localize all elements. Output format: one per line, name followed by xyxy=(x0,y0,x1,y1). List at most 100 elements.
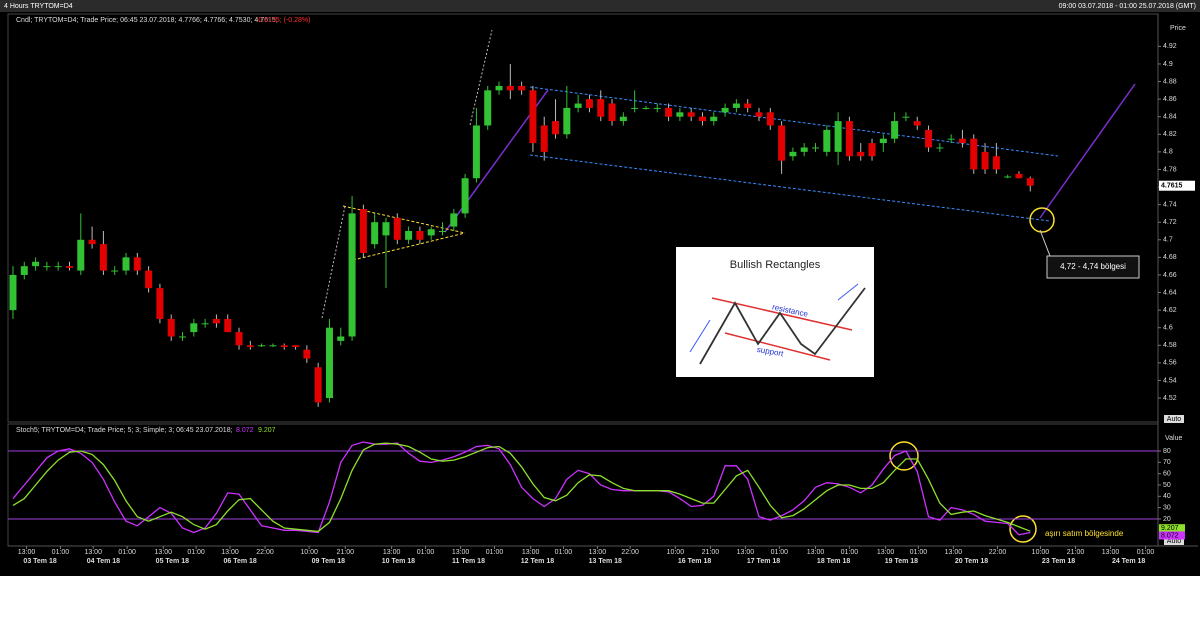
candle-body xyxy=(665,107,673,117)
x-tick-label: 10:00 xyxy=(300,549,318,556)
candle-body xyxy=(235,332,243,346)
y-tick-label: 4.58 xyxy=(1163,342,1177,349)
candle-body xyxy=(314,367,322,403)
candle-body xyxy=(9,274,17,311)
candle-body xyxy=(461,178,469,214)
candle-body xyxy=(359,209,367,253)
flagpole xyxy=(469,29,493,126)
candle-body xyxy=(925,129,933,148)
candle-body xyxy=(834,121,842,152)
date-label: 03 Tem 18 xyxy=(23,558,56,565)
candle-body xyxy=(845,121,853,157)
candle-body xyxy=(529,90,537,144)
window-title: 4 Hours TRYTOM=D4 xyxy=(4,3,73,10)
y-tick-label: 20 xyxy=(1163,516,1171,523)
candle-body xyxy=(438,230,446,232)
flagpole xyxy=(321,205,346,319)
title-bar xyxy=(0,0,1200,12)
y-tick-label: 4.8 xyxy=(1163,149,1173,156)
candle-body xyxy=(145,270,153,289)
value-label: 8.072 xyxy=(1161,532,1179,539)
candle-body xyxy=(450,213,458,227)
candle-body xyxy=(676,112,684,117)
candle-body xyxy=(552,121,560,135)
value-label: 9.207 xyxy=(1161,525,1179,532)
candle-body xyxy=(382,222,390,236)
candle-body xyxy=(970,138,978,170)
y-tick-label: 4.9 xyxy=(1163,61,1173,68)
candle-body xyxy=(416,230,424,240)
x-tick-label: 13:00 xyxy=(221,549,239,556)
candle-body xyxy=(65,266,73,268)
value-box xyxy=(1159,524,1185,533)
candle-body xyxy=(156,288,164,319)
y-tick-label: 80 xyxy=(1163,448,1171,455)
arrow xyxy=(689,319,711,353)
candle-body xyxy=(1015,173,1023,179)
candle-body xyxy=(20,266,28,275)
candle-body xyxy=(823,129,831,152)
x-tick-label: 13:00 xyxy=(945,549,963,556)
x-tick-label: 13:00 xyxy=(1102,549,1120,556)
date-label: 20 Tem 18 xyxy=(955,558,988,565)
projection-line xyxy=(1039,83,1136,219)
time-range: 09:00 03.07.2018 - 01:00 25.07.2018 (GMT… xyxy=(1059,3,1196,10)
candle-body xyxy=(958,138,966,144)
candle-body xyxy=(642,107,650,109)
candle-body xyxy=(280,345,288,348)
y-tick-label: 4.52 xyxy=(1163,395,1177,402)
date-label: 18 Tem 18 xyxy=(817,558,850,565)
candle-body xyxy=(518,85,526,91)
date-label: 05 Tem 18 xyxy=(156,558,189,565)
x-tick-label: 22:00 xyxy=(621,549,639,556)
candle-body xyxy=(43,266,51,268)
date-label: 06 Tem 18 xyxy=(223,558,256,565)
candle-body xyxy=(77,239,85,271)
x-tick-label: 13:00 xyxy=(589,549,607,556)
candle-body xyxy=(32,261,40,267)
x-tick-label: 13:00 xyxy=(737,549,755,556)
x-tick-label: 01:00 xyxy=(118,549,136,556)
channel-bottom xyxy=(529,154,1051,222)
y-tick-label: 4.66 xyxy=(1163,272,1177,279)
arrow xyxy=(837,283,859,301)
x-tick-label: 13:00 xyxy=(84,549,102,556)
x-tick-label: 10:00 xyxy=(1032,549,1050,556)
candle-body xyxy=(608,103,616,122)
candle-body xyxy=(484,90,492,126)
candle-body xyxy=(766,112,774,126)
inset-title: Bullish Rectangles xyxy=(730,259,821,271)
auto-label[interactable]: Auto xyxy=(1167,538,1182,545)
candle-body xyxy=(902,116,910,118)
candle-body xyxy=(224,318,232,333)
callout-box xyxy=(1046,255,1140,279)
candle-body xyxy=(495,85,503,91)
candle-body xyxy=(755,112,763,117)
price-pane xyxy=(7,13,1159,423)
callout-text: 4,72 - 4,74 bölgesi xyxy=(1060,262,1126,271)
legend: Stoch5; TRYTOM=D4; Trade Price; 5; 3; Si… xyxy=(16,427,233,434)
chart: 4 Hours TRYTOM=D4 09:00 03.07.2018 - 01:… xyxy=(0,0,1200,576)
x-tick-label: 22:00 xyxy=(256,549,274,556)
candle-body xyxy=(619,116,627,122)
candle-body xyxy=(913,121,921,126)
highlight-circle xyxy=(889,441,919,471)
x-tick-label: 01:00 xyxy=(841,549,859,556)
date-label: 23 Tem 18 xyxy=(1042,558,1075,565)
auto-button[interactable] xyxy=(1164,415,1184,423)
candle-body xyxy=(190,323,198,333)
x-tick-label: 21:00 xyxy=(337,549,355,556)
candle-body xyxy=(992,156,1000,170)
last-price-box xyxy=(1159,180,1195,191)
y-tick-label: 4.92 xyxy=(1163,43,1177,50)
y-axis-label: Price xyxy=(1170,25,1186,32)
auto-button[interactable] xyxy=(1164,537,1184,545)
candle-body xyxy=(99,244,107,271)
y-tick-label: 4.62 xyxy=(1163,307,1177,314)
y-tick-label: 4.74 xyxy=(1163,201,1177,208)
auto-label[interactable]: Auto xyxy=(1167,416,1182,423)
y-tick-label: 4.82 xyxy=(1163,131,1177,138)
x-tick-label: 13:00 xyxy=(155,549,173,556)
x-tick-label: 13:00 xyxy=(522,549,540,556)
x-tick-label: 10:00 xyxy=(667,549,685,556)
